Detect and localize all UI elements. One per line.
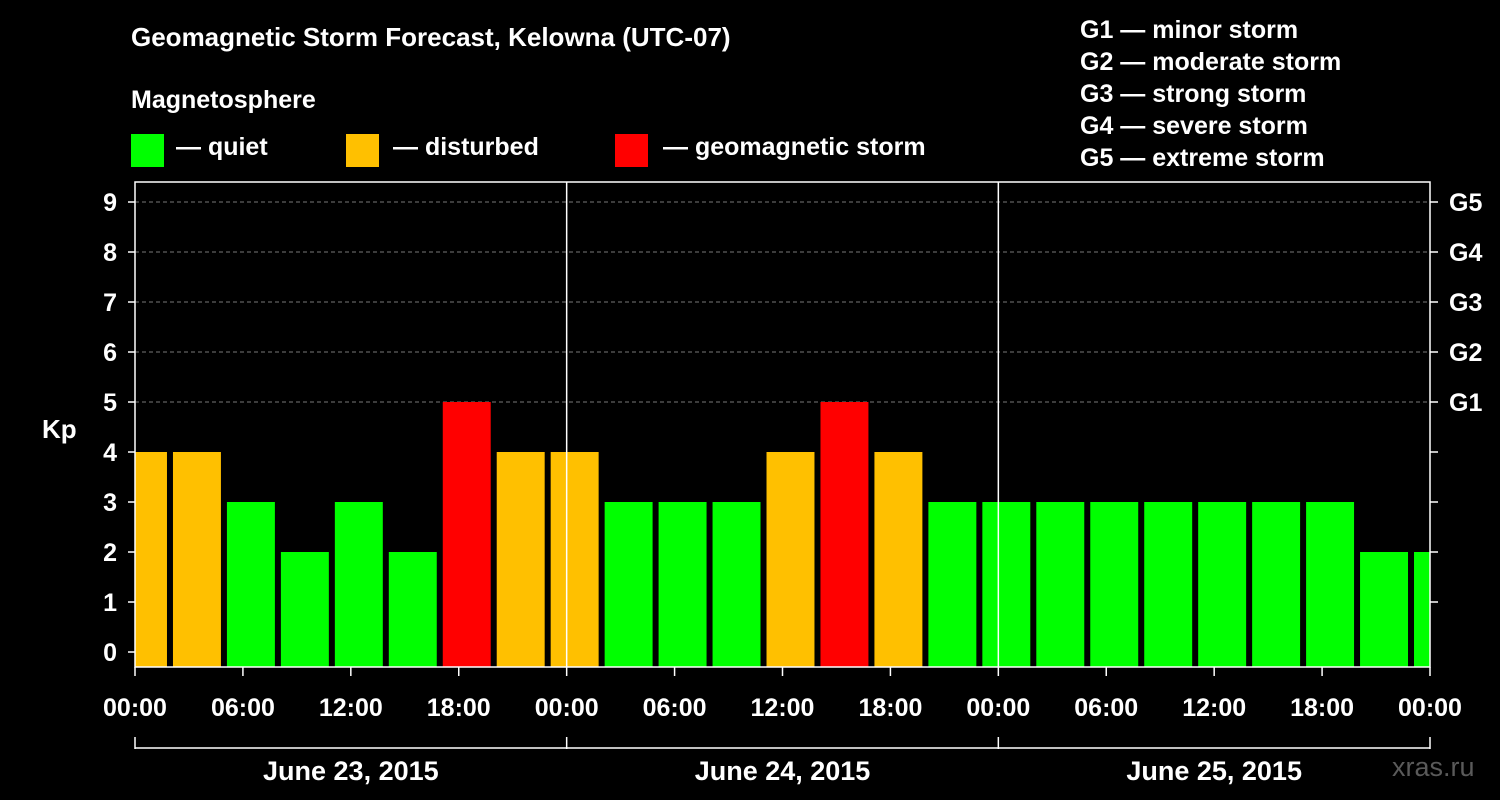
- y-axis-label: Kp: [42, 414, 77, 444]
- y-tick-label-5: 5: [103, 389, 117, 417]
- day-label-2: June 25, 2015: [1126, 756, 1302, 786]
- legend-label-quiet: — quiet: [176, 133, 268, 161]
- x-tick-label-6: 12:00: [751, 694, 815, 722]
- g-level-label-g5: G5: [1449, 189, 1482, 217]
- storm-scale-g2: G2 — moderate storm: [1080, 48, 1342, 76]
- kp-bar-20: [1198, 502, 1247, 667]
- x-tick-label-3: 18:00: [427, 694, 491, 722]
- storm-scale-g4: G4 — severe storm: [1080, 112, 1308, 140]
- g-level-label-g2: G2: [1449, 339, 1482, 367]
- kp-bar-16: [982, 502, 1031, 667]
- legend-label-storm: — geomagnetic storm: [663, 133, 926, 161]
- y-tick-label-3: 3: [103, 489, 117, 517]
- storm-scale-g3: G3 — strong storm: [1080, 80, 1307, 108]
- y-tick-label-8: 8: [103, 239, 117, 267]
- kp-bar-6: [442, 402, 491, 667]
- bars: [135, 402, 1430, 667]
- x-tick-label-0: 00:00: [103, 694, 167, 722]
- chart-title: Geomagnetic Storm Forecast, Kelowna (UTC…: [131, 22, 731, 52]
- x-tick-label-1: 06:00: [211, 694, 275, 722]
- storm-scale-g1: G1 — minor storm: [1080, 16, 1299, 44]
- kp-bar-21: [1252, 502, 1301, 667]
- kp-bar-17: [1036, 502, 1085, 667]
- legend-label-disturbed: — disturbed: [393, 133, 539, 161]
- kp-bar-14: [874, 452, 923, 667]
- kp-bar-15: [928, 502, 977, 667]
- kp-bar-0: [135, 452, 167, 667]
- kp-bar-5: [388, 552, 437, 667]
- x-tick-label-9: 06:00: [1074, 694, 1138, 722]
- day-label-1: June 24, 2015: [695, 756, 871, 786]
- x-tick-label-2: 12:00: [319, 694, 383, 722]
- section-label: Magnetosphere: [131, 86, 316, 114]
- kp-bar-10: [658, 502, 707, 667]
- storm-scale-legend: G1 — minor storm G2 — moderate storm G3 …: [1080, 14, 1341, 174]
- storm-scale-g5: G5 — extreme storm: [1080, 144, 1325, 172]
- day-label-0: June 23, 2015: [263, 756, 439, 786]
- y-tick-label-2: 2: [103, 539, 117, 567]
- y-tick-label-4: 4: [103, 439, 117, 467]
- legend-swatch-quiet: [131, 134, 164, 167]
- legend-swatch-disturbed: [346, 134, 379, 167]
- kp-bar-19: [1144, 502, 1193, 667]
- kp-bar-18: [1090, 502, 1139, 667]
- kp-bar-2: [226, 502, 275, 667]
- kp-bar-3: [280, 552, 329, 667]
- x-tick-label-4: 00:00: [535, 694, 599, 722]
- y-tick-label-1: 1: [103, 589, 117, 617]
- legend-swatch-storm: [615, 134, 648, 167]
- x-tick-label-8: 00:00: [966, 694, 1030, 722]
- y-tick-label-7: 7: [103, 289, 117, 317]
- kp-bar-22: [1306, 502, 1355, 667]
- kp-bar-11: [712, 502, 761, 667]
- x-tick-label-7: 18:00: [858, 694, 922, 722]
- x-tick-label-12: 00:00: [1398, 694, 1462, 722]
- y-tick-label-0: 0: [103, 639, 117, 667]
- x-tick-label-10: 12:00: [1182, 694, 1246, 722]
- kp-bar-1: [172, 452, 221, 667]
- y-tick-label-6: 6: [103, 339, 117, 367]
- g-level-label-g4: G4: [1449, 239, 1482, 267]
- kp-bar-13: [820, 402, 869, 667]
- kp-bar-12: [766, 452, 815, 667]
- kp-bar-4: [334, 502, 383, 667]
- g-level-label-g3: G3: [1449, 289, 1482, 317]
- kp-bar-23: [1360, 552, 1409, 667]
- kp-bar-7: [496, 452, 545, 667]
- y-tick-label-9: 9: [103, 189, 117, 217]
- watermark: xras.ru: [1392, 752, 1475, 782]
- kp-bar-24: [1414, 552, 1430, 667]
- g-level-label-g1: G1: [1449, 389, 1482, 417]
- x-tick-label-5: 06:00: [643, 694, 707, 722]
- kp-bar-9: [604, 502, 653, 667]
- x-tick-label-11: 18:00: [1290, 694, 1354, 722]
- kp-bar-8: [550, 452, 599, 667]
